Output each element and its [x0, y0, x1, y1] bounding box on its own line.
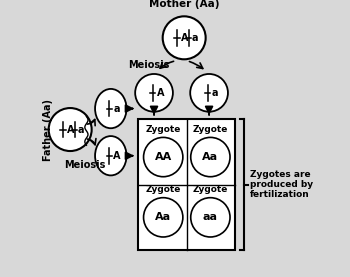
Ellipse shape — [95, 89, 126, 128]
Text: Zygote: Zygote — [146, 125, 181, 134]
Circle shape — [144, 198, 183, 237]
Ellipse shape — [95, 136, 126, 175]
Text: a: a — [192, 33, 198, 43]
Text: A: A — [157, 88, 164, 98]
Text: aa: aa — [203, 212, 218, 222]
Text: Zygote: Zygote — [193, 185, 228, 194]
Circle shape — [144, 137, 183, 177]
Circle shape — [190, 74, 228, 112]
Text: Zygotes are
produced by
fertilization: Zygotes are produced by fertilization — [250, 170, 313, 199]
Text: Zygote: Zygote — [146, 185, 181, 194]
Text: a: a — [212, 88, 218, 98]
Text: Meiosis: Meiosis — [128, 60, 169, 70]
Circle shape — [191, 137, 230, 177]
Text: a: a — [78, 125, 85, 135]
Circle shape — [163, 16, 206, 59]
Text: A: A — [113, 151, 121, 161]
Text: Aa: Aa — [155, 212, 171, 222]
Text: Meiosis: Meiosis — [64, 160, 105, 170]
Circle shape — [135, 74, 173, 112]
Text: Father (Aa): Father (Aa) — [43, 99, 53, 161]
Circle shape — [49, 108, 92, 151]
Text: Zygote: Zygote — [193, 125, 228, 134]
Text: a: a — [113, 104, 120, 114]
Text: A: A — [181, 33, 188, 43]
Bar — [138, 119, 235, 250]
Text: Mother (Aa): Mother (Aa) — [149, 0, 219, 9]
Text: Aa: Aa — [202, 152, 218, 162]
Circle shape — [191, 198, 230, 237]
Text: AA: AA — [155, 152, 172, 162]
Text: A: A — [66, 125, 74, 135]
